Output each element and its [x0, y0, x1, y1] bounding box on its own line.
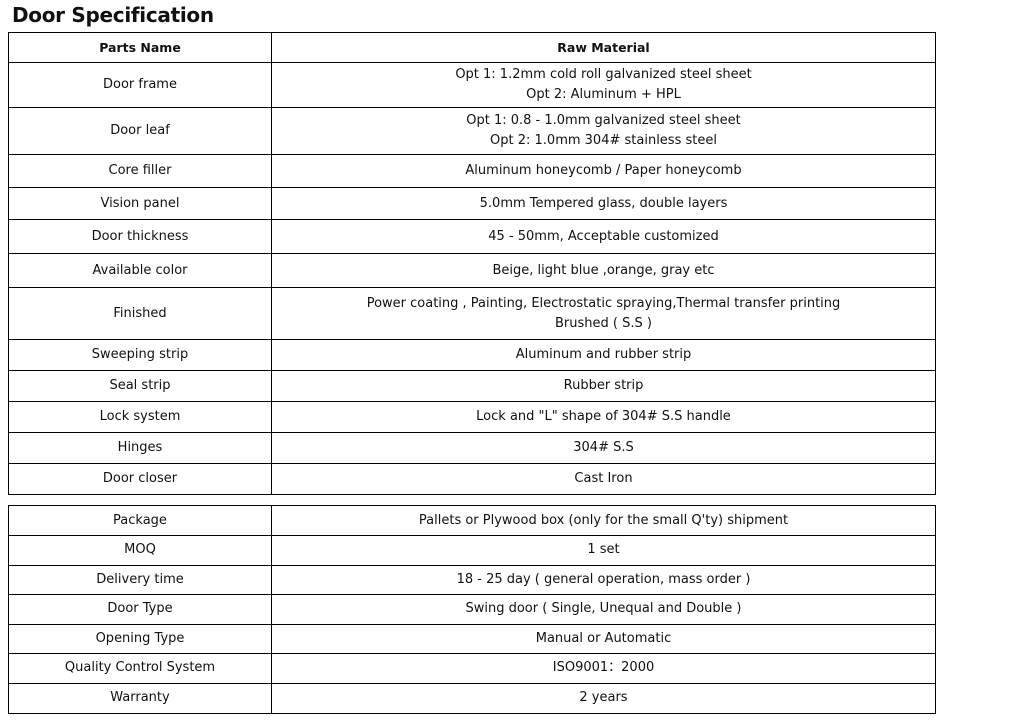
table-row: MOQ 1 set [8, 535, 936, 566]
table-row: Delivery time 18 - 25 day ( general opera… [8, 564, 936, 595]
table-row: Hinges 304# S.S [8, 432, 936, 464]
part-name: Seal strip [8, 370, 272, 402]
part-name: Door closer [8, 463, 272, 495]
material-line: 304# S.S [573, 440, 634, 455]
table-row: Door frame Opt 1: 1.2mm cold roll galvani… [8, 62, 936, 108]
material-line: Beige, light blue ,orange, gray etc [492, 262, 715, 278]
part-name: Door leaf [8, 107, 272, 155]
info-value: Pallets or Plywood box (only for the sma… [271, 505, 936, 536]
table-row: Lock system Lock and "L" shape of 304# S.… [8, 401, 936, 433]
header-parts-name: Parts Name [8, 32, 272, 63]
material-line: Aluminum honeycomb / Paper honeycomb [465, 163, 742, 178]
info-value: Manual or Automatic [271, 623, 936, 654]
raw-material: 304# S.S [271, 432, 936, 464]
part-name: Available color [8, 253, 272, 288]
part-name: Core filler [8, 154, 272, 188]
info-value: 1 set [271, 535, 936, 566]
info-label: Warranty [8, 682, 272, 714]
table-row: Door leaf Opt 1: 0.8 - 1.0mm galvanized s… [8, 107, 936, 155]
table-row: Seal strip Rubber strip [8, 370, 936, 402]
material-line: Brushed ( S.S ) [555, 315, 652, 331]
part-name: Lock system [8, 401, 272, 433]
material-line: 5.0mm Tempered glass, double layers [479, 195, 728, 211]
info-value: 18 - 25 day ( general operation, mass or… [271, 564, 936, 595]
info-value: ISO9001：2000 [271, 653, 936, 684]
part-name: Door thickness [8, 219, 272, 254]
table-row: Door thickness 45 - 50mm, Acceptable cust… [8, 219, 936, 254]
material-line: Lock and "L" shape of 304# S.S handle [476, 409, 731, 424]
spec-table: Parts Name Raw Material Door frame Opt 1:… [8, 32, 936, 495]
table-row: Available color Beige, light blue ,orange… [8, 253, 936, 288]
info-value: 2 years [271, 682, 936, 714]
spec-table-header: Parts Name Raw Material [8, 32, 936, 63]
table-row: Opening Type Manual or Automatic [8, 623, 936, 654]
table-row: Door Type Swing door ( Single, Unequal an… [8, 594, 936, 625]
part-name: Sweeping strip [8, 339, 272, 371]
raw-material: Lock and "L" shape of 304# S.S handle [271, 401, 936, 433]
raw-material: 45 - 50mm, Acceptable customized [271, 219, 936, 254]
raw-material: Cast Iron [271, 463, 936, 495]
material-line: Power coating , Painting, Electrostatic … [366, 295, 841, 311]
table-row: Vision panel 5.0mm Tempered glass, double… [8, 187, 936, 220]
part-name: Vision panel [8, 187, 272, 220]
info-label: Delivery time [8, 564, 272, 595]
part-name: Finished [8, 287, 272, 340]
table-row: Sweeping strip Aluminum and rubber strip [8, 339, 936, 371]
table-row: Package Pallets or Plywood box (only for … [8, 505, 936, 536]
part-name: Hinges [8, 432, 272, 464]
info-label: Package [8, 505, 272, 536]
table-row: Finished Power coating , Painting, Electr… [8, 287, 936, 340]
material-line: Rubber strip [563, 378, 644, 393]
table-row: Core filler Aluminum honeycomb / Paper ho… [8, 154, 936, 188]
page-title: Door Specification [12, 3, 214, 27]
raw-material: Power coating , Painting, Electrostatic … [271, 287, 936, 340]
table-row: Quality Control System ISO9001：2000 [8, 653, 936, 684]
raw-material: Beige, light blue ,orange, gray etc [271, 253, 936, 288]
info-label: Quality Control System [8, 653, 272, 684]
info-value: Swing door ( Single, Unequal and Double … [271, 594, 936, 625]
raw-material: 5.0mm Tempered glass, double layers [271, 187, 936, 220]
raw-material: Opt 1: 1.2mm cold roll galvanized steel … [271, 62, 936, 108]
raw-material: Rubber strip [271, 370, 936, 402]
table-row: Door closer Cast Iron [8, 463, 936, 495]
material-line: Opt 2: 1.0mm 304# stainless steel [490, 133, 717, 148]
raw-material: Opt 1: 0.8 - 1.0mm galvanized steel shee… [271, 107, 936, 155]
table-row: Warranty 2 years [8, 682, 936, 714]
header-raw-material: Raw Material [271, 32, 936, 63]
material-line: Opt 1: 0.8 - 1.0mm galvanized steel shee… [466, 113, 741, 128]
material-line: Opt 2: Aluminum + HPL [526, 87, 681, 102]
info-label: Opening Type [8, 623, 272, 654]
material-line: 45 - 50mm, Acceptable customized [488, 228, 719, 244]
part-name: Door frame [8, 62, 272, 108]
material-line: Cast Iron [574, 471, 633, 486]
material-line: Aluminum and rubber strip [515, 347, 692, 362]
info-table: Package Pallets or Plywood box (only for … [8, 505, 936, 714]
raw-material: Aluminum and rubber strip [271, 339, 936, 371]
info-label: MOQ [8, 535, 272, 566]
raw-material: Aluminum honeycomb / Paper honeycomb [271, 154, 936, 188]
info-label: Door Type [8, 594, 272, 625]
material-line: Opt 1: 1.2mm cold roll galvanized steel … [455, 67, 752, 82]
